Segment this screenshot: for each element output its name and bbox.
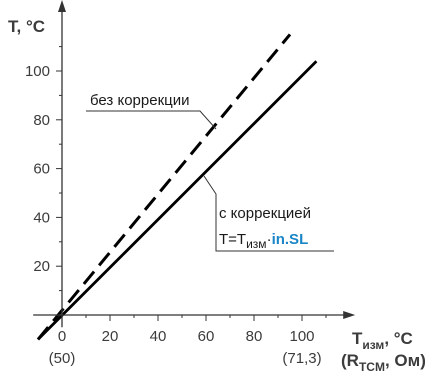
x-axis-title: Tизм, °C <box>352 329 413 352</box>
series-layer <box>36 33 318 341</box>
y-tick-label: 80 <box>33 112 50 129</box>
series-line-solid <box>37 60 318 341</box>
solid-series-formula: T=Tизм·in.SL <box>219 231 308 251</box>
x-axis-alt-title: (RTCM, Ом) <box>341 351 426 372</box>
y-tick-labels: 20 40 60 80 100 <box>25 63 50 275</box>
x-alt-tick-label: (71,3) <box>282 350 321 367</box>
x-tick-label: 60 <box>198 328 215 345</box>
solid-series-leader <box>203 175 334 252</box>
x-tick-label: 20 <box>102 328 119 345</box>
series-line-dashed <box>36 33 292 341</box>
y-tick-label: 20 <box>33 258 50 275</box>
x-alt-tick-labels: (50) (71,3) <box>49 350 322 367</box>
dashed-series-label: без коррекции <box>90 92 190 109</box>
x-alt-tick-label: (50) <box>49 350 76 367</box>
x-tick-label: 0 <box>58 328 66 345</box>
y-tick-label: 60 <box>33 161 50 178</box>
x-tick-label: 100 <box>289 328 314 345</box>
y-tick-label: 40 <box>33 209 50 226</box>
x-tick-label: 40 <box>150 328 167 345</box>
y-axis-title: T, °C <box>8 17 45 36</box>
dashed-series-leader <box>86 110 217 130</box>
x-tick-labels: 0 20 40 60 80 100 <box>58 328 315 345</box>
y-axis-arrow <box>58 0 66 12</box>
x-axis-arrow <box>343 311 356 319</box>
y-tick-label: 100 <box>25 63 50 80</box>
solid-series-label: с коррекцией <box>219 205 311 222</box>
x-tick-label: 80 <box>246 328 263 345</box>
